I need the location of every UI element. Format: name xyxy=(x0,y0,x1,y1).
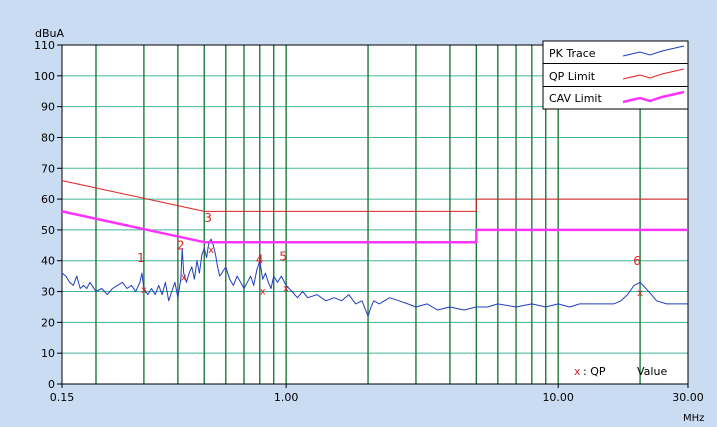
marker-label: 3 xyxy=(204,211,212,225)
legend: PK Trace QP Limit CAV Limit xyxy=(542,40,689,110)
x-unit-label: MHz xyxy=(683,413,704,423)
y-tick-label: 10 xyxy=(41,347,55,360)
legend-swatch-qp xyxy=(622,68,685,80)
markers: x 1 x 2 x 3 x 4 x 5 x 6 xyxy=(137,211,643,299)
legend-swatch-cav xyxy=(622,90,685,104)
legend-label-qp: QP Limit xyxy=(549,70,596,83)
y-unit-label: dBuA xyxy=(35,27,65,40)
plot-border xyxy=(61,44,689,385)
x-tick-label: 1.00 xyxy=(274,391,299,404)
y-tick-label: 30 xyxy=(41,286,55,299)
qp-marker: x xyxy=(181,273,187,284)
qp-note-value: Value xyxy=(637,365,667,378)
y-tick-label: 40 xyxy=(41,255,55,268)
series-lines xyxy=(61,180,688,317)
series-line-2 xyxy=(61,180,688,212)
y-tick-label: 100 xyxy=(34,70,55,83)
y-tick-label: 60 xyxy=(41,193,55,206)
marker-label: 1 xyxy=(137,251,145,265)
qp-marker: x xyxy=(260,287,266,298)
marker-label: 2 xyxy=(177,239,185,253)
y-tick-label: 80 xyxy=(41,131,55,144)
grid xyxy=(62,45,688,384)
y-tick-label: 90 xyxy=(41,101,55,114)
y-tick-label: 110 xyxy=(34,39,55,52)
qp-marker: x xyxy=(283,283,289,294)
y-tick-label: 50 xyxy=(41,224,55,237)
qp-note-symbol: x xyxy=(574,365,581,378)
y-tick-label: 70 xyxy=(41,162,55,175)
x-tick-label: 30.00 xyxy=(672,391,704,404)
y-tick-label: 20 xyxy=(41,316,55,329)
marker-label: 5 xyxy=(279,249,287,263)
x-tick-label: 10.00 xyxy=(542,391,574,404)
qp-marker: x xyxy=(208,245,214,256)
y-tick-label: 0 xyxy=(48,378,55,391)
marker-label: 4 xyxy=(256,253,264,267)
series-line-3 xyxy=(61,210,688,244)
marker-label: 6 xyxy=(633,254,641,268)
qp-note-text: : QP xyxy=(583,365,606,378)
qp-note: x : QP Value xyxy=(574,365,667,378)
legend-swatch-pk xyxy=(622,45,685,57)
x-tick-label: 0.15 xyxy=(50,391,75,404)
legend-label-pk: PK Trace xyxy=(549,47,596,60)
legend-label-cav: CAV Limit xyxy=(549,92,602,105)
qp-marker: x xyxy=(141,285,147,296)
axes: 0 10 20 30 40 50 60 70 80 90 100 110 0.15 1.00 10.00 30… xyxy=(34,39,704,404)
series-line-1 xyxy=(61,238,688,317)
qp-marker: x xyxy=(637,288,643,299)
